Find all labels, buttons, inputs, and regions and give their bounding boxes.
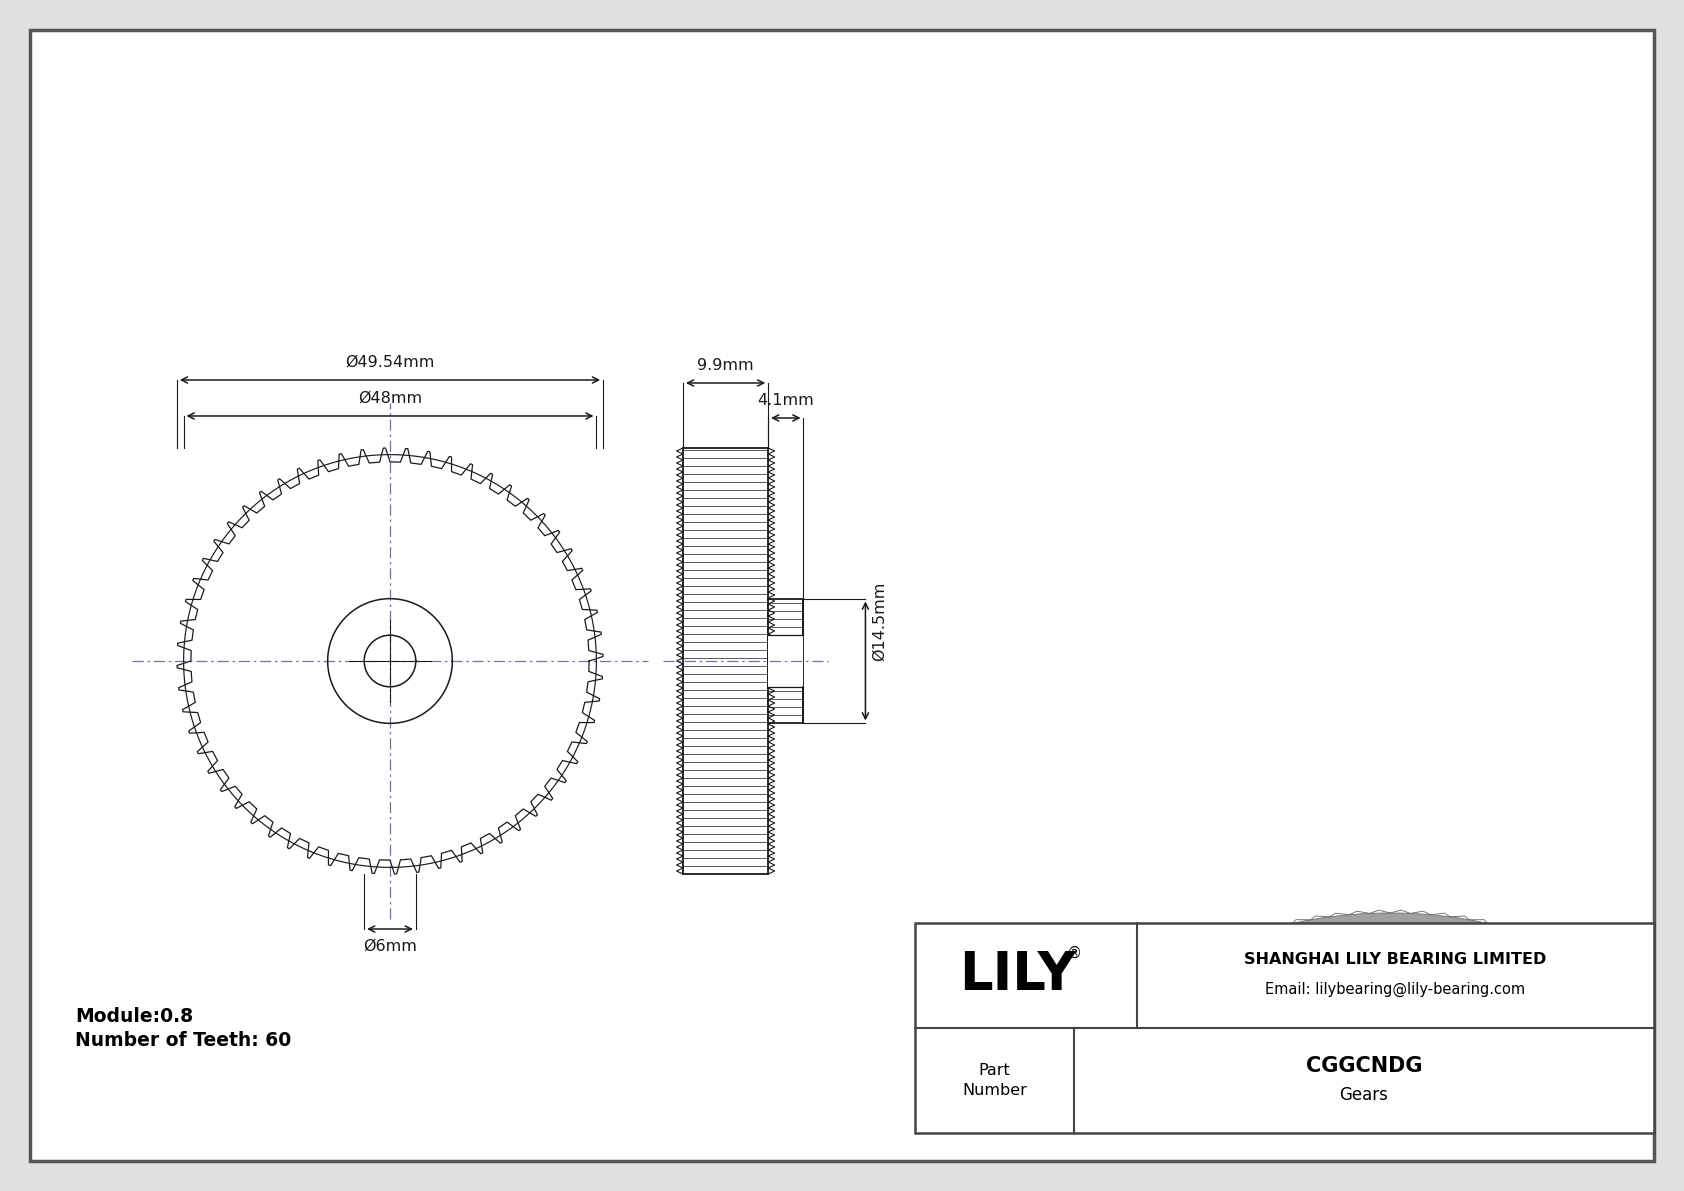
Text: LILY: LILY (960, 949, 1076, 1002)
Bar (768, 635, 803, 687)
Ellipse shape (1337, 969, 1443, 1012)
Text: Ø49.54mm: Ø49.54mm (345, 355, 434, 370)
Text: 4.1mm: 4.1mm (758, 393, 813, 409)
Ellipse shape (1366, 981, 1413, 1000)
Text: Gears: Gears (1339, 1085, 1388, 1104)
Text: CGGCNDG: CGGCNDG (1305, 1056, 1423, 1077)
Text: SHANGHAI LILY BEARING LIMITED: SHANGHAI LILY BEARING LIMITED (1244, 952, 1546, 967)
Text: Email: lilybearing@lily-bearing.com: Email: lilybearing@lily-bearing.com (1265, 981, 1526, 997)
Bar (768, 599, 803, 723)
Text: Number of Teeth: 60: Number of Teeth: 60 (76, 1031, 291, 1050)
Text: Number: Number (962, 1083, 1027, 1098)
Ellipse shape (1196, 913, 1585, 1070)
Text: Module:0.8: Module:0.8 (76, 1006, 194, 1025)
Text: Part: Part (978, 1064, 1010, 1078)
Polygon shape (1196, 991, 1585, 1097)
Text: Ø6mm: Ø6mm (364, 939, 418, 954)
Text: Ø14.5mm: Ø14.5mm (872, 581, 887, 661)
Text: 9.9mm: 9.9mm (697, 358, 754, 373)
Text: Ø48mm: Ø48mm (359, 391, 423, 406)
Bar (914, 923, 1654, 1133)
Text: ®: ® (1068, 946, 1083, 961)
Ellipse shape (1196, 941, 1585, 1097)
Bar (684, 448, 768, 874)
